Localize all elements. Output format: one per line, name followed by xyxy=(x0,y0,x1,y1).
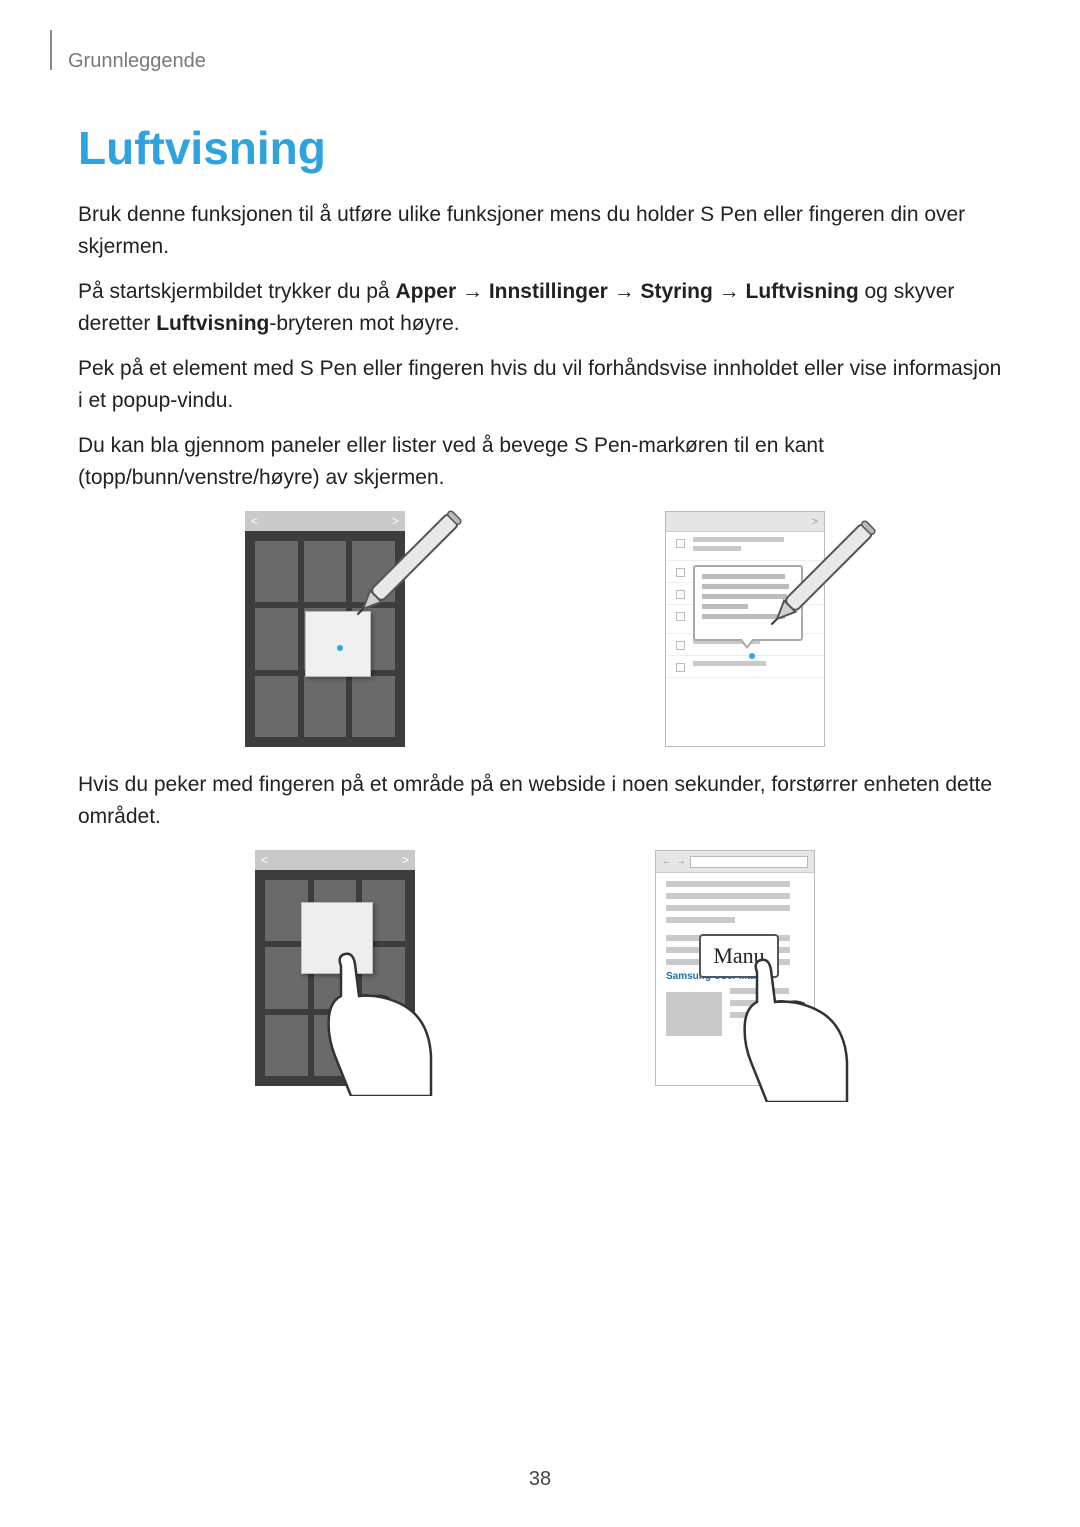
s-pen-icon xyxy=(327,505,467,645)
p2-styring: Styring xyxy=(641,280,713,303)
tile xyxy=(255,541,298,602)
p2-apper: Apper xyxy=(395,280,456,303)
url-bar xyxy=(690,856,808,868)
p2-pre: På startskjermbildet trykker du på xyxy=(78,280,395,303)
arrow-1: → xyxy=(456,280,489,303)
image-placeholder xyxy=(666,992,722,1036)
tile xyxy=(255,676,298,737)
list-item xyxy=(666,656,824,678)
paragraph-2: På startskjermbildet trykker du på Apper… xyxy=(78,276,1002,339)
s-pen-icon xyxy=(741,515,881,655)
nav-forward-icon: → xyxy=(676,856,686,867)
tile xyxy=(255,608,298,669)
paragraph-4: Du kan bla gjennom paneler eller lister … xyxy=(78,430,1002,493)
hand-icon xyxy=(311,946,461,1096)
figure-row-2: < > ← → xyxy=(78,850,1002,1086)
page-title: Luftvisning xyxy=(78,121,1002,175)
tile xyxy=(265,1015,308,1076)
tile xyxy=(352,676,395,737)
checkbox-icon xyxy=(676,590,685,599)
figure-grid-pen: < > xyxy=(245,511,415,747)
tile xyxy=(304,676,347,737)
paragraph-5: Hvis du peker med fingeren på et område … xyxy=(78,769,1002,832)
p2-luftvisning: Luftvisning xyxy=(746,280,859,303)
figure-browser-hand: ← → Samsung User Man Manu xyxy=(655,850,825,1086)
checkbox-icon xyxy=(676,641,685,650)
figure-grid-hand: < > xyxy=(255,850,425,1086)
figure-row-1: < > xyxy=(78,511,1002,747)
page-number: 38 xyxy=(0,1468,1080,1491)
paragraph-3: Pek på et element med S Pen eller finger… xyxy=(78,353,1002,416)
arrow-3: → xyxy=(713,280,746,303)
figure-list-pen: > xyxy=(665,511,835,747)
checkbox-icon xyxy=(676,612,685,621)
checkbox-icon xyxy=(676,568,685,577)
paragraph-1: Bruk denne funksjonen til å utføre ulike… xyxy=(78,199,1002,262)
cursor-dot xyxy=(337,645,343,651)
chevron-left-icon: < xyxy=(251,514,258,528)
arrow-2: → xyxy=(608,280,641,303)
p2-luftvisning2: Luftvisning xyxy=(156,312,269,335)
header-rule xyxy=(50,30,52,70)
p2-innstillinger: Innstillinger xyxy=(489,280,608,303)
chevron-left-icon: < xyxy=(261,853,268,867)
section-label: Grunnleggende xyxy=(68,50,1002,73)
chevron-right-icon: > xyxy=(402,853,409,867)
nav-back-icon: ← xyxy=(662,856,672,867)
browser-bar: ← → xyxy=(656,851,814,873)
p2-post: -bryteren mot høyre. xyxy=(269,312,459,335)
checkbox-icon xyxy=(676,663,685,672)
hand-icon xyxy=(727,952,877,1102)
device-topbar: < > xyxy=(255,850,415,870)
checkbox-icon xyxy=(676,539,685,548)
